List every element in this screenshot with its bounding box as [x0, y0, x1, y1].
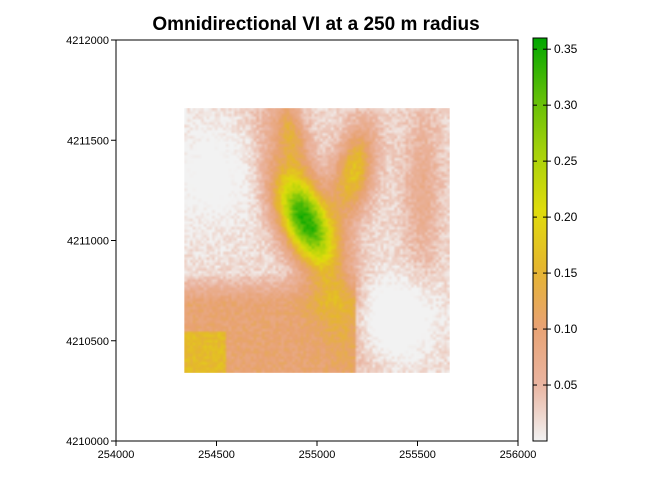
x-tick-label: 255500: [399, 449, 436, 461]
colorbar-tick-label: 0.30: [554, 98, 578, 112]
raster-image: [184, 108, 450, 373]
colorbar-gradient: [532, 37, 548, 442]
chart-title: Omnidirectional VI at a 250 m radius: [152, 14, 479, 35]
y-tick-label: 4210000: [66, 436, 109, 448]
raster-heatmap: [184, 108, 450, 373]
colorbar-tick-label: 0.10: [554, 322, 578, 336]
x-tick-label: 254000: [98, 449, 135, 461]
colorbar-tick-label: 0.20: [554, 210, 578, 224]
colorbar-tick-label: 0.05: [554, 378, 578, 392]
y-tick-label: 4210500: [66, 336, 109, 348]
colorbar-tick-label: 0.25: [554, 154, 578, 168]
y-tick-label: 4211000: [67, 236, 109, 248]
colorbar-tick-label: 0.15: [554, 266, 578, 280]
y-tick-label: 4212000: [66, 35, 109, 47]
colorbar-tick-label: 0.35: [554, 42, 578, 56]
y-tick-label: 4211500: [67, 135, 109, 147]
plot-axes: 254000 254500 255000 255500 256000 4210000 421…: [66, 35, 536, 461]
x-tick-label: 256000: [500, 449, 537, 461]
colorbar: 0.05 0.10 0.15 0.20 0.25 0.30 0.35: [532, 37, 578, 442]
x-tick-label: 255000: [299, 449, 336, 461]
x-tick-label: 254500: [198, 449, 235, 461]
